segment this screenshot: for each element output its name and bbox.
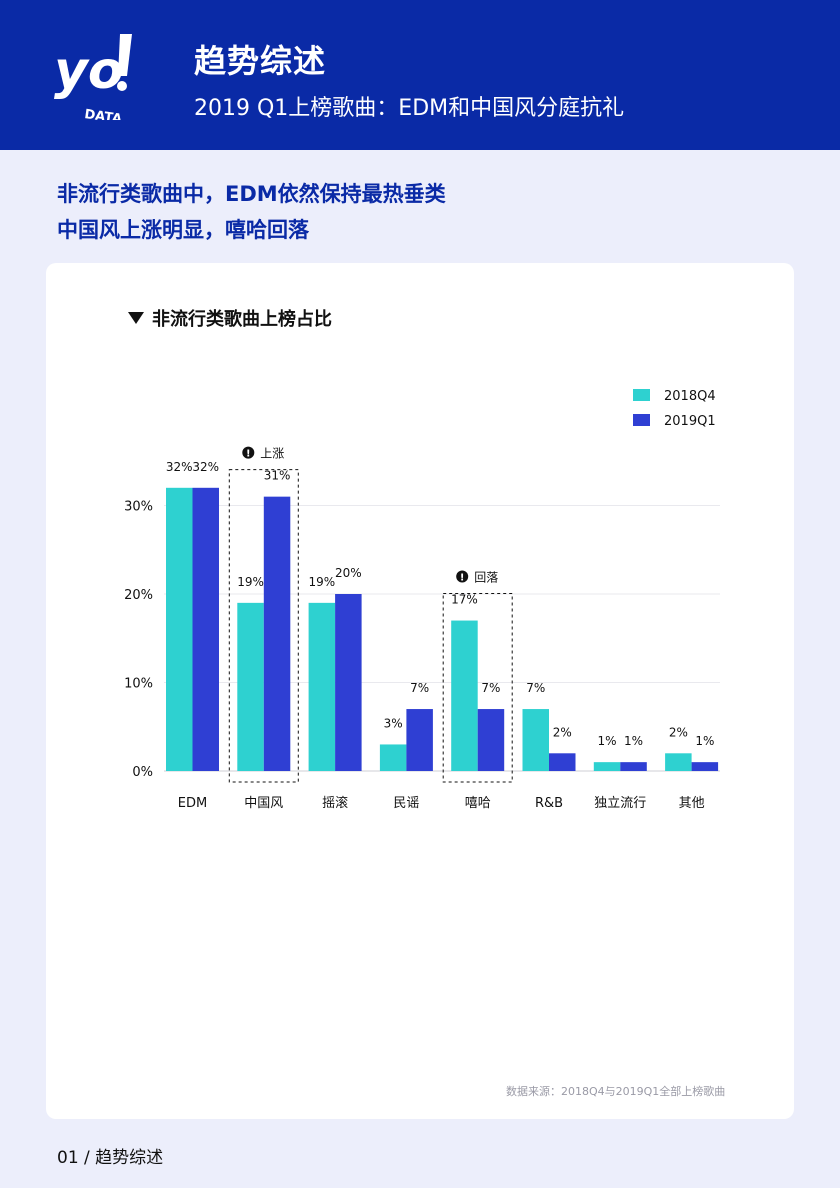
bar-2018Q4 [522, 709, 549, 771]
legend-label: 2019Q1 [664, 414, 716, 429]
exclamation-icon [242, 446, 255, 459]
data-label: 31% [264, 469, 291, 483]
page-title: 趋势综述 [194, 42, 327, 80]
data-label: 19% [237, 575, 264, 589]
y-tick-label: 20% [124, 588, 153, 603]
highlight-box [442, 593, 513, 783]
data-label: 3% [384, 716, 403, 730]
chart-title: 非流行类歌曲上榜占比 [152, 309, 332, 330]
summary-line-2: 中国风上涨明显，嘻哈回落 [57, 218, 309, 242]
x-tick-label: 中国风 [244, 796, 283, 811]
x-tick-label: 摇滚 [322, 795, 348, 811]
exclamation-mark: ! [246, 449, 251, 460]
data-label: 2% [553, 725, 572, 739]
bar-2019Q1 [477, 709, 505, 771]
chart-heading: 非流行类歌曲上榜占比 [128, 305, 332, 331]
x-tick-label: 独立流行 [594, 796, 646, 811]
data-label: 32% [166, 460, 193, 474]
annotation-label: 回落 [474, 571, 498, 585]
svg-text:DATA: DATA [83, 107, 122, 120]
bar-2018Q4 [593, 762, 621, 771]
exclamation-mark: ! [460, 573, 465, 584]
data-label: 7% [526, 681, 545, 695]
summary-text: 非流行类歌曲中，EDM依然保持最热垂类 中国风上涨明显，嘻哈回落 [57, 176, 446, 248]
bar-2019Q1 [335, 594, 362, 771]
data-label: 20% [335, 566, 362, 580]
legend-swatch [633, 389, 650, 401]
y-tick-label: 30% [124, 500, 153, 515]
page-subtitle: 2019 Q1上榜歌曲：EDM和中国风分庭抗礼 [194, 96, 625, 121]
bar-2019Q1 [691, 762, 719, 771]
x-tick-label: R&B [535, 796, 563, 811]
x-tick-label: 其他 [679, 796, 705, 811]
triangle-down-icon [128, 312, 144, 324]
data-label: 1% [598, 734, 617, 748]
summary-line-1: 非流行类歌曲中，EDM依然保持最热垂类 [57, 182, 446, 206]
bar-2019Q1 [549, 753, 576, 771]
bar-2019Q1 [406, 709, 433, 771]
yo-data-logo: yo DATA [54, 30, 138, 120]
bar-2018Q4 [308, 602, 336, 771]
annotation-label: 上涨 [260, 446, 284, 461]
bar-2018Q4 [665, 753, 692, 771]
data-label: 7% [410, 681, 429, 695]
legend-label: 2018Q4 [664, 389, 716, 404]
bar-2018Q4 [237, 602, 264, 771]
bar-2019Q1 [620, 762, 647, 771]
data-label: 7% [481, 681, 500, 695]
legend-swatch [633, 414, 650, 426]
data-label: 32% [192, 460, 219, 474]
bar-2018Q4 [451, 620, 478, 771]
data-label: 2% [669, 725, 688, 739]
bar-2018Q4 [166, 487, 193, 771]
highlight-box [228, 469, 299, 783]
source-note: 数据来源：2018Q4与2019Q1全部上榜歌曲 [506, 1085, 726, 1098]
exclamation-icon [456, 570, 469, 583]
y-tick-label: 0% [132, 765, 153, 780]
data-label: 1% [624, 734, 643, 748]
x-tick-label: 民谣 [393, 796, 419, 811]
page-footer: 01 / 趋势综述 [57, 1148, 164, 1168]
data-label: 19% [309, 575, 336, 589]
bar-2018Q4 [379, 744, 407, 771]
svg-text:yo: yo [54, 41, 124, 101]
x-tick-label: 嘻哈 [465, 796, 491, 811]
bar-2019Q1 [192, 487, 219, 771]
page-header: yo DATA 趋势综述 2019 Q1上榜歌曲：EDM和中国风分庭抗礼 [0, 0, 840, 150]
y-tick-label: 10% [124, 677, 153, 692]
bar-2019Q1 [263, 496, 291, 771]
data-label: 1% [695, 734, 714, 748]
x-tick-label: EDM [178, 796, 207, 811]
data-label: 17% [451, 593, 478, 607]
